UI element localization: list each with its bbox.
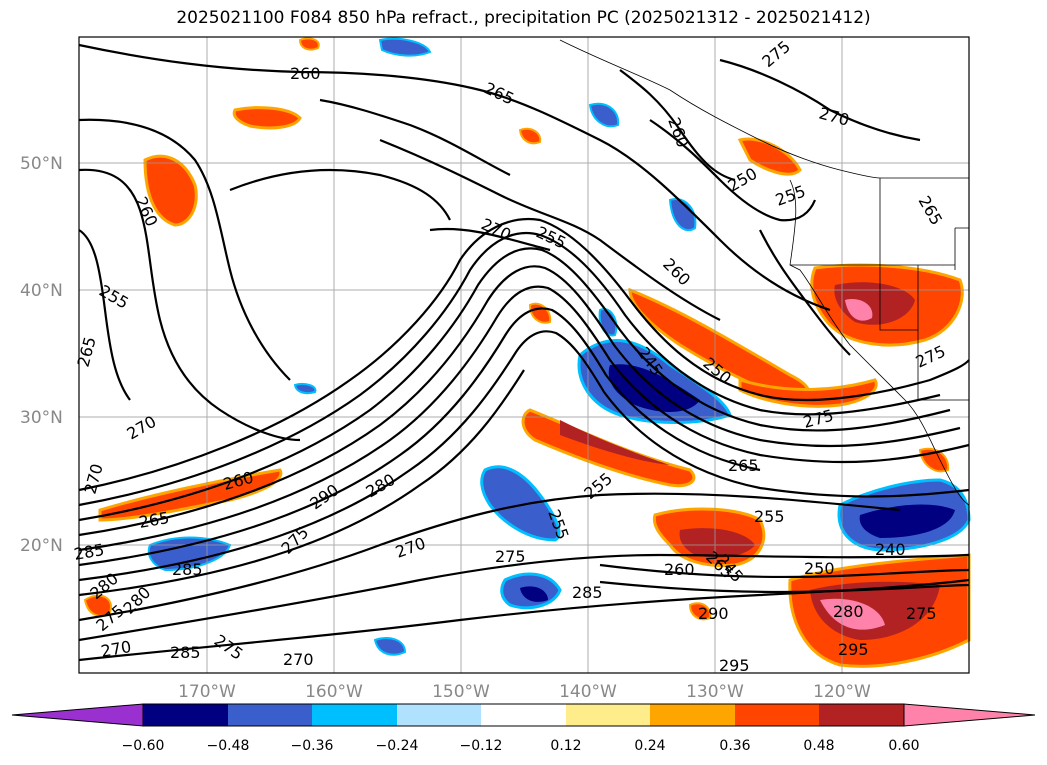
- colorbar-extend-right: [903, 703, 1036, 727]
- colorbar-segment: [481, 704, 566, 726]
- contour-label: 250: [804, 559, 835, 578]
- contour-label: 270: [283, 650, 314, 669]
- colorbar-segment: [819, 704, 904, 726]
- contour-label: 285: [572, 583, 603, 602]
- lon-label: 150°W: [432, 682, 490, 702]
- contour-label: 260: [664, 560, 695, 579]
- lat-label: 50°N: [20, 154, 63, 174]
- coastlines: [559, 39, 970, 506]
- colorbar-segment: [566, 704, 650, 726]
- map-panel: [79, 37, 969, 673]
- latitude-labels: 50°N 40°N 30°N 20°N: [20, 154, 63, 556]
- contour-label: 280: [833, 602, 864, 621]
- lon-label: 160°W: [305, 682, 363, 702]
- contour-label: 275: [495, 547, 526, 566]
- colorbar-tick-label: 0.60: [888, 738, 919, 754]
- contour-label: 285: [172, 560, 203, 579]
- lat-label: 30°N: [20, 408, 63, 428]
- refractivity-contours: [78, 43, 970, 662]
- colorbar-tick-label: −0.48: [207, 738, 250, 754]
- map-frame: [78, 36, 970, 674]
- colorbar-segment: [143, 704, 228, 726]
- lat-label: 20°N: [20, 536, 63, 556]
- colorbar-segment: [312, 704, 397, 726]
- map-title: 2025021100 F084 850 hPa refract., precip…: [176, 8, 871, 28]
- contour-label: 285: [170, 643, 201, 662]
- colorbar: −0.60 −0.48 −0.36 −0.24 −0.12 0.12 0.24 …: [11, 703, 1036, 754]
- colorbar-segment: [397, 704, 481, 726]
- colorbar-tick-label: 0.24: [634, 738, 665, 754]
- colorbar-tick-label: −0.12: [460, 738, 503, 754]
- colorbar-frame: [142, 703, 905, 727]
- contour-label: 260: [290, 64, 321, 83]
- colorbar-tick-label: 0.36: [719, 738, 750, 754]
- colorbar-tick-label: −0.24: [376, 738, 419, 754]
- colorbar-tick-label: −0.36: [291, 738, 334, 754]
- lon-label: 170°W: [178, 682, 236, 702]
- contour-label: 265: [728, 456, 759, 475]
- lon-label: 130°W: [686, 682, 744, 702]
- lat-label: 40°N: [20, 281, 63, 301]
- colorbar-segment: [735, 704, 819, 726]
- precip-negative-shading: [147, 37, 971, 656]
- lon-label: 140°W: [559, 682, 617, 702]
- colorbar-segment: [650, 704, 735, 726]
- contour-label: 275: [906, 604, 937, 623]
- longitude-labels: 170°W 160°W 150°W 140°W 130°W 120°W: [178, 682, 871, 702]
- contour-label: 295: [719, 656, 750, 675]
- colorbar-tick-label: −0.60: [122, 738, 165, 754]
- lon-label: 120°W: [813, 682, 871, 702]
- colorbar-segment: [228, 704, 312, 726]
- colorbar-extend-left: [11, 703, 144, 727]
- colorbar-tick-label: 0.12: [550, 738, 581, 754]
- contour-label: 295: [838, 640, 869, 659]
- colorbar-tick-label: 0.48: [803, 738, 834, 754]
- contour-label: 290: [698, 604, 729, 623]
- contour-label: 255: [754, 507, 785, 526]
- contour-label: 240: [875, 540, 906, 559]
